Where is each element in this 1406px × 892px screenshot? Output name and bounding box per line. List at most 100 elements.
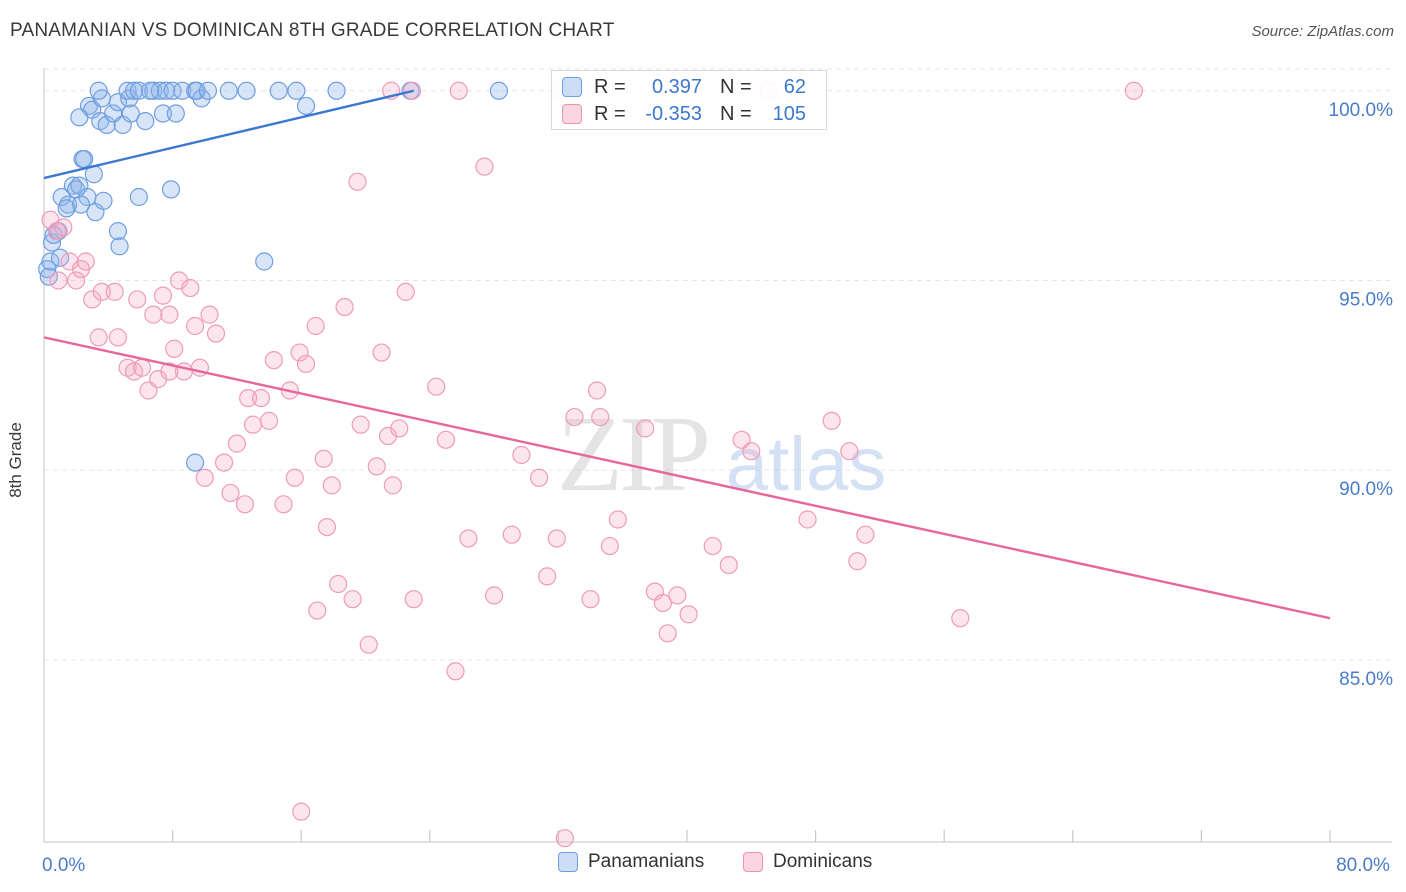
tick-label-layer: 100.0% 95.0% 90.0% 85.0% 0.0% 80.0% (42, 100, 1393, 876)
panamanian-point (198, 81, 218, 100)
dominican-point (89, 328, 108, 347)
panamanian-point (110, 237, 129, 256)
dominican-point (951, 609, 970, 628)
panamanian-point (166, 104, 185, 123)
dominican-point (144, 305, 163, 324)
y-tick-label: 100.0% (1329, 100, 1394, 121)
dominican-point (449, 81, 468, 100)
panamanian-point (57, 199, 76, 218)
dominican-point (848, 552, 867, 571)
dominican-point (565, 407, 584, 427)
panamanian-point (296, 96, 316, 116)
n-value: 105 (772, 102, 806, 125)
panamanian-point (287, 81, 306, 100)
dominican-point (160, 305, 179, 324)
dominican-point (76, 252, 95, 271)
legend-label: Panamanians (588, 851, 705, 872)
dominican-point (214, 453, 234, 472)
dominican-point (290, 343, 309, 362)
dominican-point (530, 468, 549, 487)
panamanian-point (94, 191, 113, 210)
panamanian-point (42, 233, 62, 252)
grid-layer (44, 68, 1392, 661)
panamanian-point (70, 108, 89, 127)
panamanian-point (153, 104, 173, 123)
panamanian-point (157, 81, 176, 100)
panamanian-point (269, 81, 288, 100)
dominican-point (658, 624, 677, 643)
axis-layer (43, 68, 1392, 843)
panamanian-point (237, 81, 256, 100)
panamanian-point (97, 115, 116, 135)
panamanian-point (186, 453, 205, 472)
dominican-point (343, 590, 362, 609)
panamanian-point (163, 81, 182, 100)
dominican-point (292, 802, 311, 821)
dominican-point (587, 381, 607, 400)
dominican-point (547, 529, 566, 548)
dominican-point (427, 377, 446, 396)
dominican-point (195, 468, 214, 487)
dominicans-legend-swatch (743, 852, 763, 872)
dominican-point (512, 445, 531, 465)
dominican-point (314, 449, 333, 468)
y-tick-label: 95.0% (1339, 289, 1393, 310)
dominican-point (67, 271, 86, 290)
panamanian-point (41, 252, 60, 271)
dominican-point (49, 271, 68, 290)
panamanian-point (52, 187, 71, 207)
panamanian-point (161, 180, 181, 199)
panamanian-point (129, 187, 148, 207)
dominican-point (306, 316, 325, 336)
panamanian-point (219, 81, 238, 100)
legend-item-dominicans[interactable]: Dominicans (743, 851, 872, 873)
trend-layer (43, 89, 1331, 620)
n-value: 62 (783, 75, 806, 98)
panamanian-point (150, 81, 169, 100)
dominican-point (475, 157, 494, 176)
dominican-trend-line (43, 336, 1331, 620)
dominican-point (591, 407, 610, 427)
dominican-point (636, 419, 655, 438)
panamanians-swatch (562, 77, 582, 97)
panamanian-point (50, 248, 70, 267)
dominican-point (206, 324, 226, 343)
dominican-point (703, 536, 722, 556)
panamanian-point (71, 195, 91, 214)
y-tick-label: 85.0% (1339, 669, 1393, 690)
dominican-point (367, 457, 386, 476)
panamanian-point (75, 149, 94, 169)
dominican-point (798, 510, 817, 529)
stats-row-dominicans: R = -0.353 N = 105 (562, 101, 806, 127)
y-tick-label: 90.0% (1339, 479, 1393, 500)
r-label: R = (594, 102, 626, 125)
dominican-point (608, 510, 627, 529)
x-tick-label: 80.0% (1336, 855, 1390, 876)
stats-row-panamanians: R = 0.397 N = 62 (562, 74, 806, 100)
dominican-point (83, 290, 102, 309)
panamanian-trend-line (43, 89, 415, 180)
r-label: R = (594, 75, 626, 98)
panamanian-point (489, 81, 509, 100)
legend-item-panamanians[interactable]: Panamanians (558, 851, 704, 873)
dominican-point (259, 411, 279, 430)
dominican-point (600, 536, 619, 556)
panamanian-point (173, 81, 192, 100)
panamanian-point (327, 81, 346, 100)
legend-label: Dominicans (773, 851, 873, 872)
r-value: -0.353 (645, 102, 702, 125)
dominican-point (383, 476, 402, 495)
dominican-point (160, 362, 179, 381)
dominican-point (251, 388, 271, 408)
dominican-point (235, 495, 255, 514)
dominican-point (668, 586, 687, 605)
dominican-point (404, 590, 423, 609)
dominican-point (485, 586, 504, 605)
stats-legend: R = 0.397 N = 62 R = -0.353 N = 105 (551, 70, 827, 130)
panamanian-point (39, 267, 58, 286)
dominican-point (165, 339, 184, 358)
dominican-point (459, 529, 478, 548)
panamanian-point (89, 81, 108, 100)
panamanian-point (136, 112, 155, 131)
dominican-point (1124, 81, 1143, 100)
